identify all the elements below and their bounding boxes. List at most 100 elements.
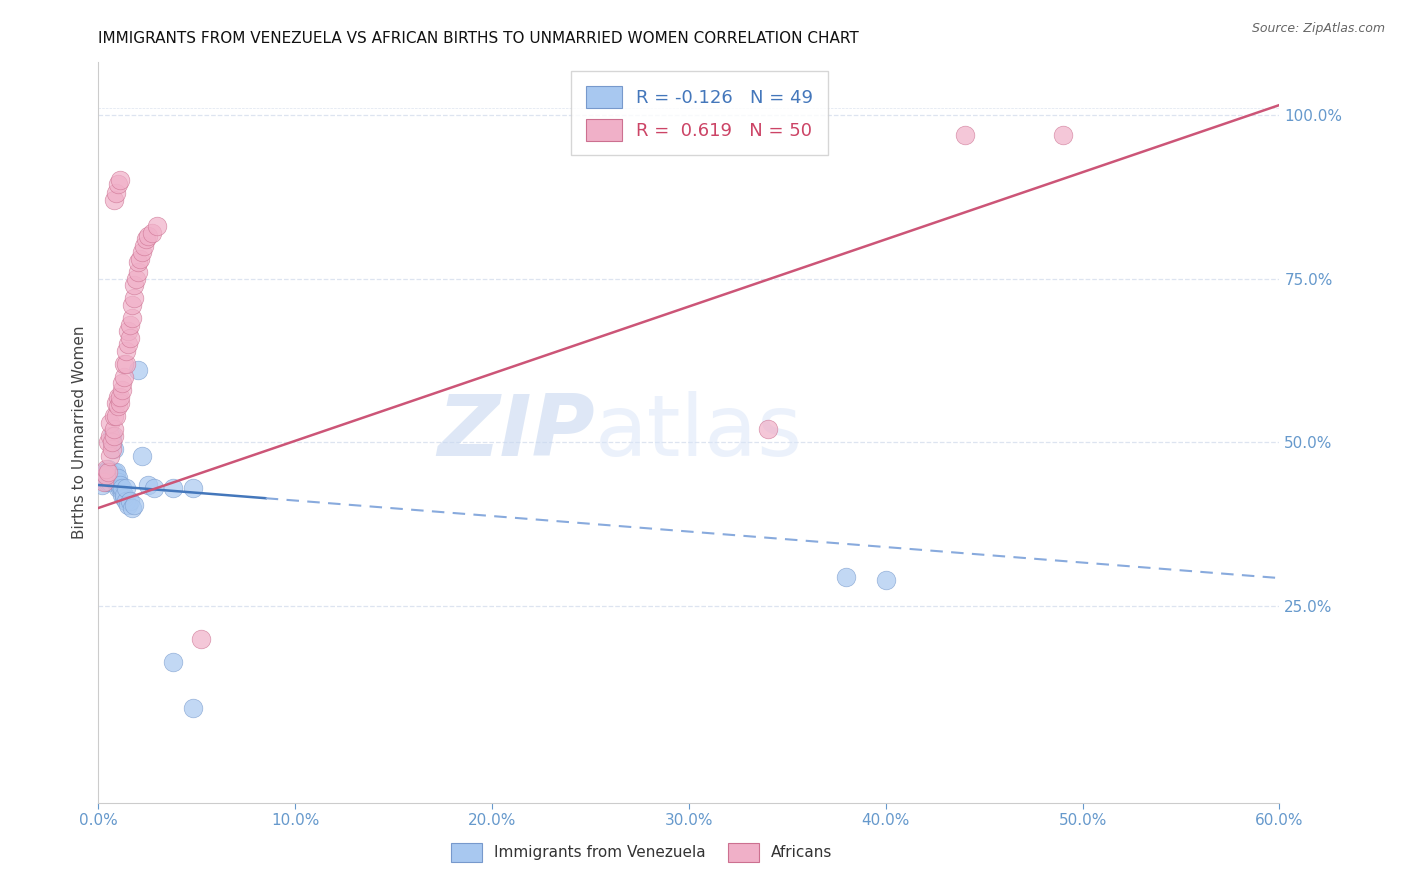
- Point: [181, 481, 204, 495]
- Point: [105, 465, 128, 479]
- Point: [107, 390, 129, 404]
- Point: [108, 390, 131, 404]
- Point: [190, 632, 212, 646]
- Point: [107, 475, 129, 489]
- Point: [141, 226, 163, 240]
- Point: [112, 488, 135, 502]
- Legend: Immigrants from Venezuela, Africans: Immigrants from Venezuela, Africans: [443, 835, 839, 869]
- Point: [108, 478, 131, 492]
- Point: [97, 465, 120, 479]
- Point: [108, 481, 131, 495]
- Point: [115, 494, 138, 508]
- Point: [128, 252, 150, 266]
- Point: [91, 478, 114, 492]
- Point: [108, 396, 131, 410]
- Text: Source: ZipAtlas.com: Source: ZipAtlas.com: [1251, 22, 1385, 36]
- Point: [127, 265, 149, 279]
- Point: [105, 471, 128, 485]
- Point: [756, 422, 779, 436]
- Point: [162, 655, 184, 669]
- Point: [98, 416, 121, 430]
- Point: [101, 442, 124, 456]
- Point: [125, 271, 148, 285]
- Point: [101, 468, 124, 483]
- Point: [101, 429, 124, 443]
- Point: [122, 498, 145, 512]
- Point: [117, 498, 139, 512]
- Point: [132, 239, 155, 253]
- Point: [142, 481, 165, 495]
- Point: [121, 298, 143, 312]
- Text: atlas: atlas: [595, 391, 803, 475]
- Point: [93, 471, 115, 485]
- Point: [117, 337, 139, 351]
- Point: [121, 500, 143, 515]
- Point: [121, 310, 143, 325]
- Point: [122, 278, 145, 293]
- Point: [98, 465, 121, 479]
- Point: [98, 475, 121, 489]
- Point: [97, 461, 120, 475]
- Point: [146, 219, 169, 234]
- Point: [96, 468, 118, 483]
- Point: [96, 475, 118, 489]
- Point: [136, 478, 159, 492]
- Point: [117, 324, 139, 338]
- Point: [136, 229, 159, 244]
- Point: [97, 465, 120, 479]
- Y-axis label: Births to Unmarried Women: Births to Unmarried Women: [72, 326, 87, 540]
- Point: [96, 461, 118, 475]
- Point: [98, 449, 121, 463]
- Point: [107, 177, 129, 191]
- Point: [122, 291, 145, 305]
- Point: [112, 491, 135, 505]
- Point: [96, 465, 118, 479]
- Point: [111, 481, 134, 495]
- Point: [875, 573, 897, 587]
- Point: [115, 343, 138, 358]
- Point: [97, 435, 120, 450]
- Point: [93, 465, 115, 479]
- Point: [97, 475, 120, 489]
- Point: [96, 468, 118, 483]
- Point: [131, 245, 153, 260]
- Point: [97, 471, 120, 485]
- Point: [101, 435, 124, 450]
- Point: [107, 400, 129, 414]
- Point: [111, 383, 134, 397]
- Point: [105, 409, 128, 424]
- Point: [118, 330, 141, 344]
- Point: [103, 409, 125, 424]
- Point: [111, 376, 134, 391]
- Point: [101, 471, 124, 485]
- Point: [103, 468, 125, 483]
- Point: [103, 442, 125, 456]
- Point: [115, 357, 138, 371]
- Text: ZIP: ZIP: [437, 391, 595, 475]
- Point: [118, 494, 141, 508]
- Text: IMMIGRANTS FROM VENEZUELA VS AFRICAN BIRTHS TO UNMARRIED WOMEN CORRELATION CHART: IMMIGRANTS FROM VENEZUELA VS AFRICAN BIR…: [98, 31, 859, 46]
- Point: [103, 422, 125, 436]
- Point: [162, 481, 184, 495]
- Point: [93, 475, 115, 489]
- Point: [105, 186, 128, 201]
- Point: [107, 481, 129, 495]
- Point: [953, 128, 976, 142]
- Point: [835, 570, 858, 584]
- Point: [98, 471, 121, 485]
- Point: [103, 193, 125, 207]
- Point: [103, 465, 125, 479]
- Point: [105, 475, 128, 489]
- Point: [127, 363, 149, 377]
- Point: [98, 468, 121, 483]
- Point: [115, 481, 138, 495]
- Point: [112, 370, 135, 384]
- Point: [112, 357, 135, 371]
- Point: [98, 429, 121, 443]
- Point: [181, 700, 204, 714]
- Point: [118, 318, 141, 332]
- Point: [1052, 128, 1074, 142]
- Point: [103, 429, 125, 443]
- Point: [108, 173, 131, 187]
- Point: [135, 232, 157, 246]
